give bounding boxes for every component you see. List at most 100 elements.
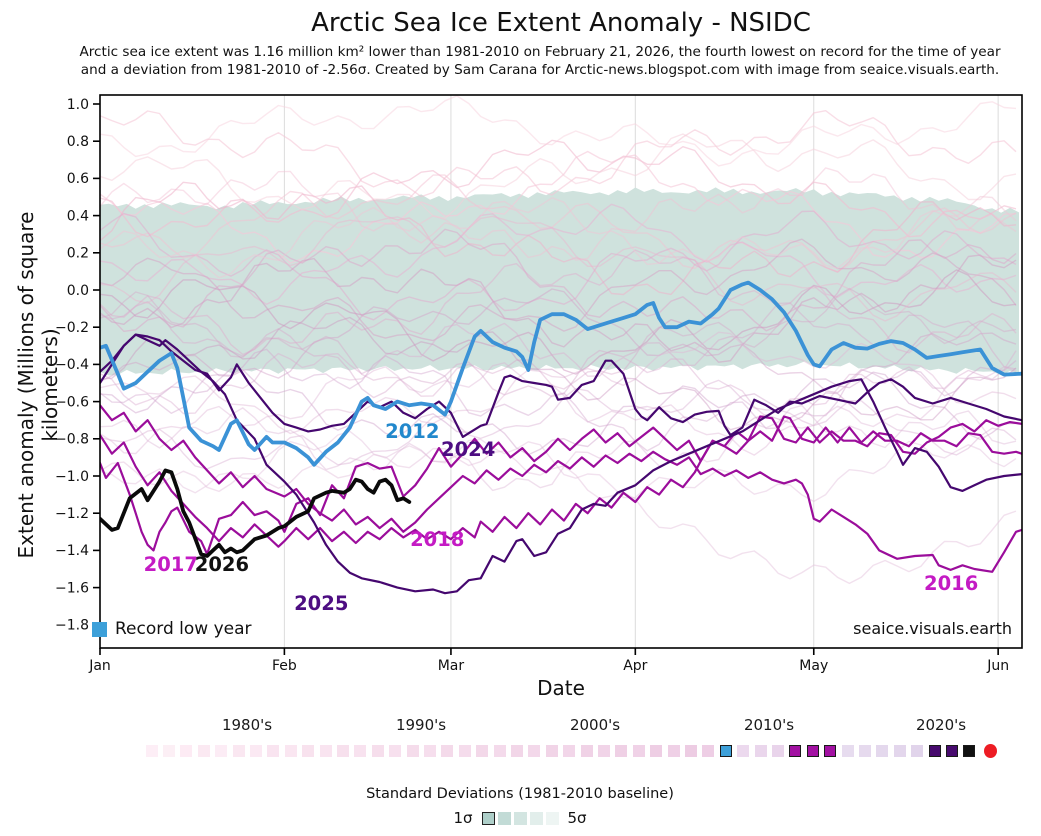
year-square-1995 [423, 745, 436, 757]
year-square-1994 [406, 745, 419, 757]
y-tick-label: −1.6 [55, 580, 89, 596]
x-tick-label: Jan [88, 658, 111, 674]
year-square-2016 [789, 745, 802, 757]
year-square-1983 [215, 745, 228, 757]
decade-labels-row: 1980's 1990's 2000's 2010's 2020's [0, 716, 1041, 734]
sigma-swatch-4 [529, 811, 543, 825]
year-square-2012 [719, 745, 732, 757]
year-square-1991 [354, 745, 367, 757]
year-square-1996 [441, 745, 454, 757]
y-tick-label: −0.8 [55, 432, 89, 448]
background-year-line [100, 215, 1017, 322]
year-square-2018 [824, 745, 837, 757]
year-square-2010 [684, 745, 697, 757]
background-year-line [100, 301, 1017, 399]
y-tick-label: 0.2 [67, 246, 89, 262]
x-tick-label: Mar [438, 658, 465, 674]
sigma-swatch-5 [545, 811, 559, 825]
sigma-band [100, 187, 1019, 376]
year-square-1984 [232, 745, 245, 757]
background-year-line [100, 331, 1017, 435]
y-tick-label: −0.4 [55, 357, 89, 373]
year-square-2025 [945, 745, 958, 757]
year-square-2019 [841, 745, 854, 757]
year-timeline-row [0, 742, 1041, 762]
background-year-line [100, 447, 1017, 585]
background-year-line [100, 362, 1017, 456]
series-line-2018 [100, 415, 1022, 548]
series-line-2026 [100, 468, 412, 558]
year-square-2022 [893, 745, 906, 757]
background-year-line [100, 203, 1017, 305]
series-label-2018: 2018 [410, 528, 464, 551]
series-line-2016 [100, 404, 1022, 573]
subtitle-line-1: Arctic sea ice extent was 1.16 million k… [79, 44, 1001, 60]
background-year-line [100, 379, 1017, 470]
year-square-2008 [650, 745, 663, 757]
year-square-2004 [580, 745, 593, 757]
background-year-line [100, 322, 1017, 418]
year-square-1997 [458, 745, 471, 757]
record-low-swatch-icon [92, 621, 107, 637]
subtitle-line-2: and a deviation from 1981-2010 of -2.56σ… [80, 62, 1000, 78]
year-square-1999 [493, 745, 506, 757]
year-square-2002 [545, 745, 558, 757]
sigma-legend-row: 1σ 5σ [100, 809, 940, 827]
series-label-2025: 2025 [294, 592, 348, 615]
background-year-line [100, 348, 1017, 452]
year-square-2000 [510, 745, 523, 757]
sigma-swatch-1 [481, 811, 495, 825]
series-label-2017: 2017 [144, 553, 198, 576]
background-year-line [100, 287, 1017, 397]
series-line-2025 [100, 333, 1022, 595]
y-tick-label: −1.4 [55, 543, 89, 559]
year-square-1979 [145, 745, 158, 757]
background-year-line [100, 210, 1017, 321]
year-square-2013 [737, 745, 750, 757]
x-axis-label: Date [537, 676, 585, 700]
y-tick-label: 1.0 [67, 97, 89, 113]
decade-label-1980: 1980's [221, 716, 273, 734]
series-line-2012 [100, 280, 1022, 467]
year-square-2005 [597, 745, 610, 757]
y-tick-label: −1.2 [55, 506, 89, 522]
y-tick-label: 0.0 [67, 283, 89, 299]
background-year-line [100, 269, 1017, 375]
year-square-2024 [928, 745, 941, 757]
decade-label-2000: 2000's [569, 716, 621, 734]
series-line-2024 [100, 333, 1022, 438]
year-square-1982 [197, 745, 210, 757]
background-year-line [100, 139, 1017, 238]
background-year-line [100, 150, 1017, 264]
year-square-2017 [806, 745, 819, 757]
year-square-2026 [963, 745, 976, 757]
series-label-2024: 2024 [441, 438, 495, 461]
background-year-line [100, 238, 1017, 342]
decade-label-2020: 2020's [915, 716, 967, 734]
year-square-1992 [371, 745, 384, 757]
page-title: Arctic Sea Ice Extent Anomaly - NSIDC [311, 8, 811, 38]
y-tick-label: −0.2 [55, 320, 89, 336]
plot-area [100, 95, 1022, 648]
year-square-1987 [284, 745, 297, 757]
year-square-1981 [180, 745, 193, 757]
year-square-2020 [858, 745, 871, 757]
background-year-line [100, 95, 1017, 167]
year-square-2006 [615, 745, 628, 757]
background-year-line [100, 404, 1017, 492]
year-square-1989 [319, 745, 332, 757]
background-year-line [100, 288, 1017, 394]
y-tick-label: −1.8 [55, 618, 89, 634]
year-square-1988 [302, 745, 315, 757]
y-axis-label: Extent anomaly (Millions of square kilom… [14, 211, 62, 559]
year-square-2021 [876, 745, 889, 757]
series-label-2016: 2016 [924, 572, 978, 595]
year-square-2015 [771, 745, 784, 757]
x-tick-label: Apr [623, 658, 647, 674]
x-tick-label: Feb [272, 658, 297, 674]
series-label-2026: 2026 [195, 553, 249, 576]
sigma-legend-title: Standard Deviations (1981-2010 baseline) [366, 786, 674, 802]
decade-label-2010: 2010's [743, 716, 795, 734]
